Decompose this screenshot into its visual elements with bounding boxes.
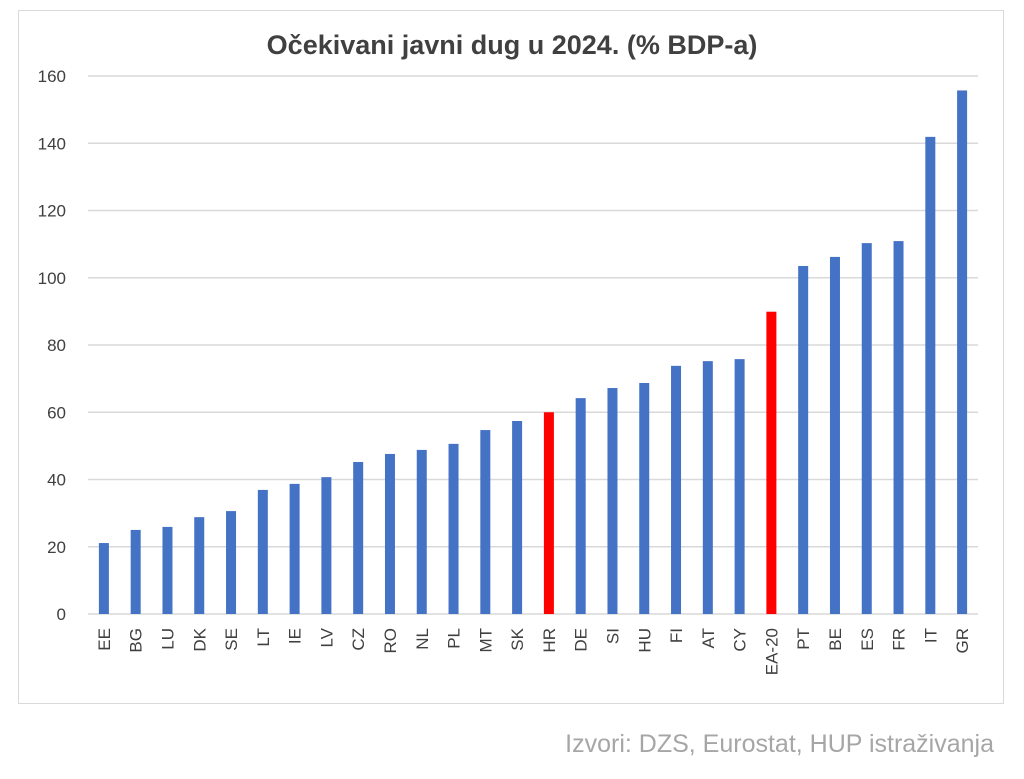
bar-ro <box>384 453 395 614</box>
x-tick-label: NL <box>413 628 432 650</box>
y-tick-label: 80 <box>47 336 66 355</box>
x-tick-label: IT <box>921 628 940 643</box>
x-tick-label: RO <box>381 628 400 654</box>
x-tick-label: GR <box>953 628 972 654</box>
bar-cz <box>353 462 364 614</box>
x-tick-label: SE <box>222 628 241 651</box>
bar-mt <box>480 430 491 614</box>
bar-ee <box>98 543 109 614</box>
x-tick-label: SK <box>508 627 527 650</box>
y-tick-label: 60 <box>47 403 66 422</box>
bar-de <box>575 398 586 614</box>
bar-dk <box>194 517 205 614</box>
bar-es <box>861 243 872 614</box>
bar-lt <box>257 489 268 614</box>
x-tick-label: CZ <box>349 628 368 651</box>
bar-hu <box>639 382 650 614</box>
bar-at <box>702 361 713 614</box>
bar-ea-20 <box>766 311 777 614</box>
y-tick-label: 40 <box>47 471 66 490</box>
x-tick-label: LT <box>254 628 273 647</box>
bar-bg <box>130 529 141 614</box>
x-tick-label: EA-20 <box>762 628 781 675</box>
x-tick-label: HU <box>635 628 654 653</box>
chart-title: Očekivani javni dug u 2024. (% BDP-a) <box>266 30 758 60</box>
x-tick-label: PT <box>794 628 813 650</box>
x-tick-label: DK <box>190 627 209 651</box>
bar-pt <box>798 265 809 614</box>
x-tick-label: FI <box>667 628 686 643</box>
x-tick-label: CY <box>731 628 750 652</box>
x-tick-label: SI <box>603 628 622 644</box>
x-tick-label: LV <box>317 627 336 647</box>
x-tick-label: LU <box>158 628 177 650</box>
bar-it <box>925 136 936 614</box>
x-tick-label: IE <box>286 628 305 644</box>
y-tick-label: 160 <box>38 67 66 86</box>
y-tick-label: 20 <box>47 538 66 557</box>
x-tick-label: EE <box>95 628 114 651</box>
x-tick-label: BG <box>127 628 146 653</box>
source-note: Izvori: DZS, Eurostat, HUP istraživanja <box>565 730 994 758</box>
x-tick-label: MT <box>476 628 495 653</box>
bar-si <box>607 388 618 614</box>
y-tick-label: 140 <box>38 134 66 153</box>
bar-lu <box>162 526 173 614</box>
bar-ie <box>289 483 300 614</box>
chart-frame <box>18 10 1004 704</box>
x-tick-label: ES <box>858 628 877 651</box>
bar-gr <box>957 90 968 615</box>
x-tick-label: BE <box>826 628 845 651</box>
bar-lv <box>321 477 332 614</box>
bar-cy <box>734 359 745 614</box>
y-tick-label: 100 <box>38 269 66 288</box>
bar-hr <box>543 412 554 614</box>
bar-pl <box>448 443 459 614</box>
bar-fi <box>671 365 682 614</box>
y-tick-label: 120 <box>38 202 66 221</box>
bar-sk <box>512 420 523 614</box>
x-tick-label: AT <box>699 628 718 648</box>
bar-nl <box>416 449 427 614</box>
y-tick-label: 0 <box>57 605 66 624</box>
x-tick-label: FR <box>890 628 909 651</box>
bar-be <box>829 256 840 614</box>
x-tick-label: DE <box>572 628 591 652</box>
x-tick-label: HR <box>540 628 559 653</box>
bar-se <box>226 511 237 614</box>
bar-fr <box>893 241 904 614</box>
x-tick-label: PL <box>445 628 464 649</box>
